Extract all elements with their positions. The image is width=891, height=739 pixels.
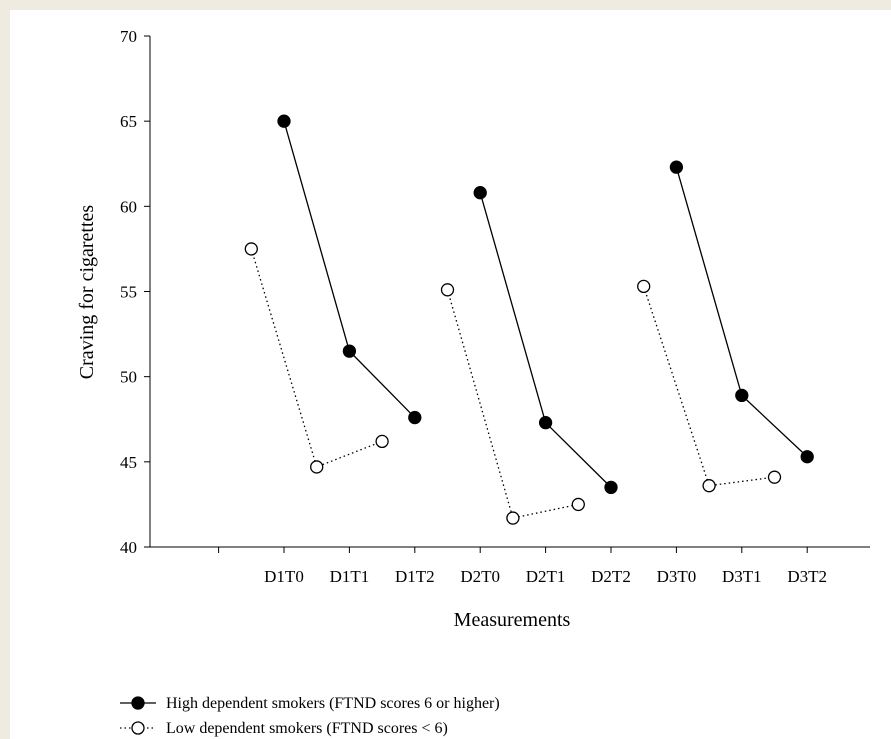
series-line: [479, 192, 612, 488]
y-tick-label: 70: [120, 27, 137, 46]
x-tick-label: D1T1: [330, 567, 370, 586]
series-points: [244, 114, 814, 525]
legend-open-marker: [131, 721, 145, 735]
y-tick-label: 45: [120, 453, 137, 472]
legend: High dependent smokers (FTND scores 6 or…: [120, 695, 500, 737]
series-line: [446, 289, 579, 519]
x-tick-label: D3T1: [722, 567, 762, 586]
high-dependent-point: [538, 416, 553, 430]
series-line: [643, 286, 775, 487]
series-line: [250, 248, 383, 468]
low-dependent-point: [637, 279, 651, 294]
x-tick-label: D2T2: [591, 567, 631, 586]
high-dependent-point: [277, 114, 291, 128]
y-tick-label: 50: [120, 368, 137, 387]
series-lines: [250, 120, 808, 519]
series-line: [283, 120, 416, 419]
low-dependent-point: [767, 470, 782, 484]
high-dependent-point: [800, 450, 814, 464]
high-dependent-point: [342, 344, 357, 358]
high-dependent-point: [408, 410, 422, 425]
high-dependent-point: [604, 480, 618, 495]
low-dependent-point: [571, 497, 585, 512]
figure-panel: 40 45 50 55 60 65 70 D1T0 D1T1 D1T2 D2T0 D2T1 D2T2 D…: [10, 10, 891, 739]
legend-label: Low dependent smokers (FTND scores < 6): [166, 720, 448, 737]
y-tick-label: 65: [120, 112, 137, 131]
x-axis-title: Measurements: [454, 609, 571, 631]
x-axis-ticks: D1T0 D1T1 D1T2 D2T0 D2T1 D2T2 D3T0 D3T1 D3T2: [218, 547, 827, 586]
series-line: [675, 166, 808, 458]
x-tick-label: D2T0: [460, 567, 500, 586]
x-tick-label: D1T2: [395, 567, 435, 586]
axes: [149, 36, 870, 548]
low-dependent-point: [506, 511, 520, 525]
legend-filled-marker: [131, 696, 145, 710]
y-tick-label: 40: [120, 538, 137, 557]
y-tick-label: 55: [120, 283, 137, 302]
legend-label: High dependent smokers (FTND scores 6 or…: [166, 695, 500, 712]
low-dependent-point: [440, 283, 455, 297]
y-tick-label: 60: [120, 197, 137, 216]
low-dependent-point: [702, 479, 716, 493]
x-tick-label: D3T0: [657, 567, 697, 586]
x-tick-label: D2T1: [526, 567, 566, 586]
low-dependent-point: [375, 434, 389, 449]
high-dependent-point: [473, 186, 487, 200]
y-axis-ticks: 40 45 50 55 60 65 70: [120, 27, 150, 557]
high-dependent-point: [669, 160, 684, 174]
y-axis-title: Craving for cigarettes: [76, 205, 98, 380]
x-tick-label: D3T2: [787, 567, 827, 586]
x-tick-label: D1T0: [264, 567, 304, 586]
low-dependent-point: [310, 460, 324, 474]
high-dependent-point: [735, 388, 749, 403]
low-dependent-point: [244, 242, 258, 256]
